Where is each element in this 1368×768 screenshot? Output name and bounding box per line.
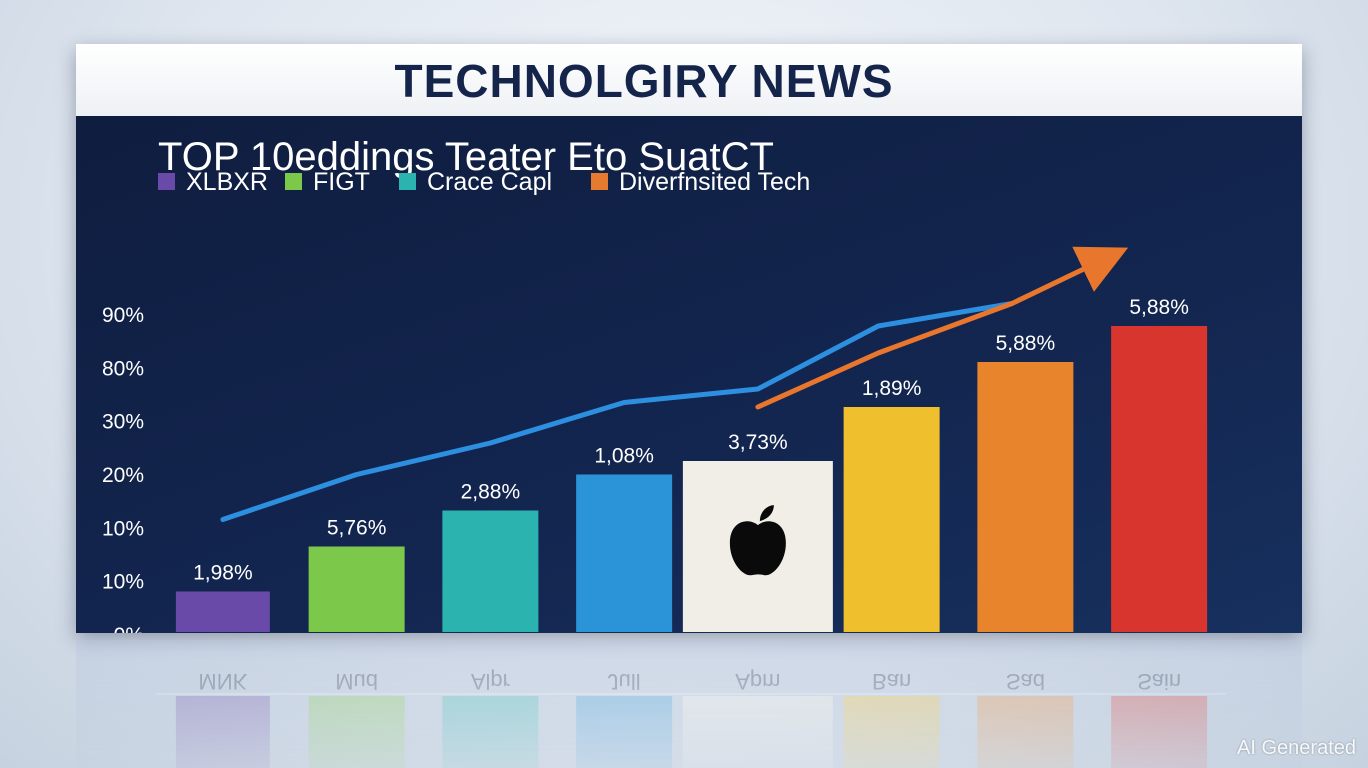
value-label: 1,89% [862,377,922,400]
legend-label: Diverfnsited Tech [619,168,810,196]
value-label: 3,73% [728,431,788,454]
banner-title: TECHNOLGIRY NEWS [394,55,894,107]
reflection-label: Sad [1006,669,1045,694]
legend-item: FIGT [285,168,370,196]
trend-line-blue [220,301,1015,522]
y-tick-label: 80% [102,357,144,380]
chart-title: TOP 10eddings Teater Eto SuatCT [158,135,774,179]
legend-label: XLBXR [186,168,268,196]
value-label: 2,88% [461,481,521,504]
reflection-bar [682,696,833,768]
chart-panel: TOP 10eddings Teater Eto SuatCT XLBXR FIGT… [76,116,1302,633]
news-card: TECHNOLGIRY NEWS TOP 10eddings Teater Et… [76,44,1302,633]
reflection-label: Apm [735,669,780,694]
bar [1111,326,1208,632]
reflection-label: Mud [335,669,378,694]
reflection-label: MNK [198,669,247,694]
reflection-bar [175,696,270,768]
apple-logo-body [729,521,786,576]
value-label: 1,08% [594,445,654,468]
legend-item: XLBXR [158,168,268,196]
reflection-bar [308,696,405,768]
legend-label: FIGT [313,168,370,196]
bar [977,362,1074,632]
reflection-bar [576,696,673,768]
apple-logo-icon [729,505,786,576]
legend-item: Crace Capl [399,168,552,196]
reflection-bar [843,696,940,768]
reflection-bar [442,696,539,768]
value-label: 1,98% [193,562,253,585]
bar [308,546,405,632]
y-tick-label: 30% [102,411,144,434]
ai-generated-watermark: AI Generated [1237,737,1356,759]
reflection-label: Jull [608,669,641,694]
chart-reflection: MNK Mud Alpr Jull Apm Ban Sad Sain [76,640,1302,768]
legend-label: Crace Capl [427,168,552,196]
reflection-bg [76,640,1302,768]
legend-swatch [591,173,608,190]
reflection-bar [977,696,1074,768]
legend-swatch [285,173,302,190]
reflection-label: Ban [872,669,911,694]
value-label: 5,76% [327,517,387,540]
bar [843,407,940,632]
reflection-graphic: MNK Mud Alpr Jull Apm Ban Sad Sain [76,640,1302,768]
value-label: 5,88% [1129,296,1189,319]
trend-arrow-orange [755,246,1129,410]
apple-logo-leaf [759,505,774,522]
bar [175,591,270,632]
y-tick-label: 10% [102,517,144,540]
y-tick-label: 10% [102,571,144,594]
y-tick-label: 90% [102,304,144,327]
reflection-label: Alpr [471,669,510,694]
legend-item: Diverfnsited Tech [591,168,810,196]
reflection-bar [1111,696,1208,768]
reflection-label: Sain [1137,669,1181,694]
legend-swatch [399,173,416,190]
bar [442,510,539,632]
news-banner: TECHNOLGIRY NEWS [76,44,1302,116]
reflection-group: MNK Mud Alpr Jull Apm Ban Sad Sain [76,640,1302,768]
y-tick-label: 20% [102,464,144,487]
bar [576,474,673,632]
value-label: 5,88% [996,332,1056,355]
legend-swatch [158,173,175,190]
y-tick-label: 0% [114,624,144,633]
